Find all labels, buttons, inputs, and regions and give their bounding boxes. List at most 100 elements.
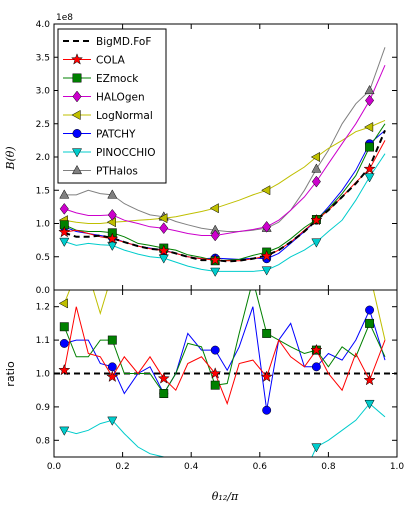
marker-pinocchio-5 [311, 238, 322, 248]
ratio-marker-ezmock-2 [159, 389, 169, 398]
legend-marker-patchy [72, 129, 82, 138]
ratio-marker-patchy-5 [311, 362, 321, 372]
ratio-marker-patchy-3 [210, 345, 220, 355]
marker-cola-5 [310, 213, 323, 226]
marker-ezmock-6 [365, 142, 375, 152]
ratio-marker-cola-2 [157, 372, 170, 384]
bottom-ytick-label: 1.0 [36, 370, 51, 380]
marker-cola-6 [363, 162, 376, 175]
marker-lognormal-3 [209, 203, 219, 214]
bottom-panel: 0.8 0.9 1.0 1.1 1.2 0.0 0.2 0.4 0.6 0.8 1.0 ratio [4, 24, 405, 472]
legend-marker-halogen [72, 90, 82, 103]
bottom-ytick-label: 1.1 [36, 336, 50, 346]
ratio-marker-ezmock-0 [59, 322, 69, 332]
ratio-marker-ezmock-6 [365, 318, 375, 328]
ratio-marker-ezmock-4 [262, 328, 272, 338]
legend-box [57, 28, 167, 184]
marker-pinocchio-1 [107, 241, 118, 252]
ratio-marker-pinocchio-6 [364, 399, 375, 410]
legend-marker-cola [70, 53, 84, 65]
marker-pthalos-5 [311, 163, 322, 173]
bottom-ylabel: ratio [4, 361, 17, 387]
legend-label-cola: COLA [96, 55, 126, 67]
top-ylabel: B(θ) [4, 146, 17, 170]
ratio-marker-patchy-1 [107, 362, 117, 372]
top-ytick-label: 4.0 [36, 20, 51, 30]
legend-marker-ezmock [72, 73, 82, 83]
ratio-marker-cola-3 [209, 367, 222, 379]
marker-pinocchio-0 [59, 237, 70, 248]
bottom-ytick-label: 1.2 [36, 303, 50, 313]
ratio-marker-cola-1 [106, 370, 119, 383]
marker-pinocchio-4 [261, 266, 272, 276]
ratio-marker-ezmock-1 [107, 335, 117, 345]
legend-label-lognormal: LogNormal [96, 110, 153, 122]
ratio-line-ezmock [63, 290, 386, 395]
marker-halogen-3 [210, 229, 220, 242]
ratio-marker-pinocchio-1 [107, 416, 118, 426]
legend-marker-pinocchio [71, 148, 83, 158]
marker-halogen-0 [59, 202, 69, 215]
legend-marker-pthalos [71, 164, 83, 175]
xtick-label: 0.0 [47, 462, 62, 472]
ratio-marker-cola-5 [310, 343, 323, 356]
ratio-marker-patchy-6 [365, 305, 375, 315]
bottom-ytick-label: 0.8 [36, 436, 51, 446]
marker-pthalos-0 [59, 189, 70, 199]
marker-pinocchio-2 [158, 254, 169, 264]
marker-cola-2 [157, 244, 170, 256]
xtick-label: 1.0 [390, 462, 405, 472]
ratio-line-cola [63, 306, 386, 406]
marker-cola-4 [260, 249, 273, 262]
marker-pinocchio-6 [364, 173, 375, 183]
legend-label-pinocchio: PINOCCHIO [96, 147, 155, 159]
marker-halogen-4 [262, 220, 272, 233]
top-ytick-label: 3.0 [36, 87, 51, 97]
ratio-marker-pinocchio-0 [59, 426, 70, 436]
marker-pthalos-1 [107, 189, 118, 199]
ratio-marker-cola-0 [58, 363, 71, 376]
marker-pthalos-6 [364, 84, 375, 95]
ratio-marker-pinocchio-5 [311, 443, 322, 453]
top-ytick-label: 0.0 [36, 286, 51, 296]
marker-halogen-6 [365, 94, 375, 107]
legend: BigMD.FoF COLA EZmock HALOgen LogNormal PATCH… [57, 28, 167, 184]
xtick-label: 0.4 [184, 462, 199, 472]
marker-halogen-2 [159, 222, 169, 235]
xtick-label: 0.2 [115, 462, 129, 472]
bottom-ytick-label: 0.9 [36, 403, 51, 413]
top-ytick-label: 1.0 [36, 220, 51, 230]
legend-marker-lognormal [71, 109, 81, 121]
x-axis-label: θ₁₂/π [212, 490, 239, 503]
marker-lognormal-6 [364, 122, 374, 133]
top-ytick-label: 2.5 [36, 120, 50, 130]
marker-halogen-1 [107, 208, 117, 221]
ratio-marker-lognormal-0 [58, 298, 68, 309]
ratio-marker-patchy-4 [262, 405, 272, 415]
legend-label-halogen: HALOgen [96, 92, 145, 104]
legend-label-ezmock: EZmock [96, 73, 139, 85]
top-ytick-label: 2.0 [36, 153, 51, 163]
ratio-marker-patchy-0 [59, 338, 69, 348]
marker-cola-1 [106, 232, 119, 244]
scale-label: 1e8 [56, 13, 73, 23]
legend-label-patchy: PATCHY [96, 129, 136, 141]
ratio-line-pinocchio [64, 402, 386, 457]
top-ytick-label: 0.5 [36, 253, 50, 263]
legend-label-bigmd-fof: BigMD.FoF [96, 36, 151, 48]
top-ytick-label: 3.5 [36, 53, 50, 63]
top-panel: 0.0 0.5 1.0 1.5 2.0 2.5 3.0 3.5 4.0 B(θ) [4, 20, 398, 296]
bottom-panel-frame [53, 289, 398, 458]
marker-cola-0 [58, 225, 71, 238]
ratio-line-lognormal [63, 290, 386, 341]
marker-pinocchio-3 [210, 267, 221, 277]
marker-lognormal-4 [261, 185, 271, 196]
ratio-line-patchy [64, 306, 386, 411]
xtick-label: 0.6 [253, 462, 268, 472]
marker-lognormal-1 [106, 217, 116, 228]
marker-cola-3 [209, 253, 222, 266]
ratio-marker-ezmock-3 [210, 380, 220, 390]
ratio-marker-cola-6 [363, 373, 376, 386]
marker-lognormal-5 [310, 151, 321, 163]
